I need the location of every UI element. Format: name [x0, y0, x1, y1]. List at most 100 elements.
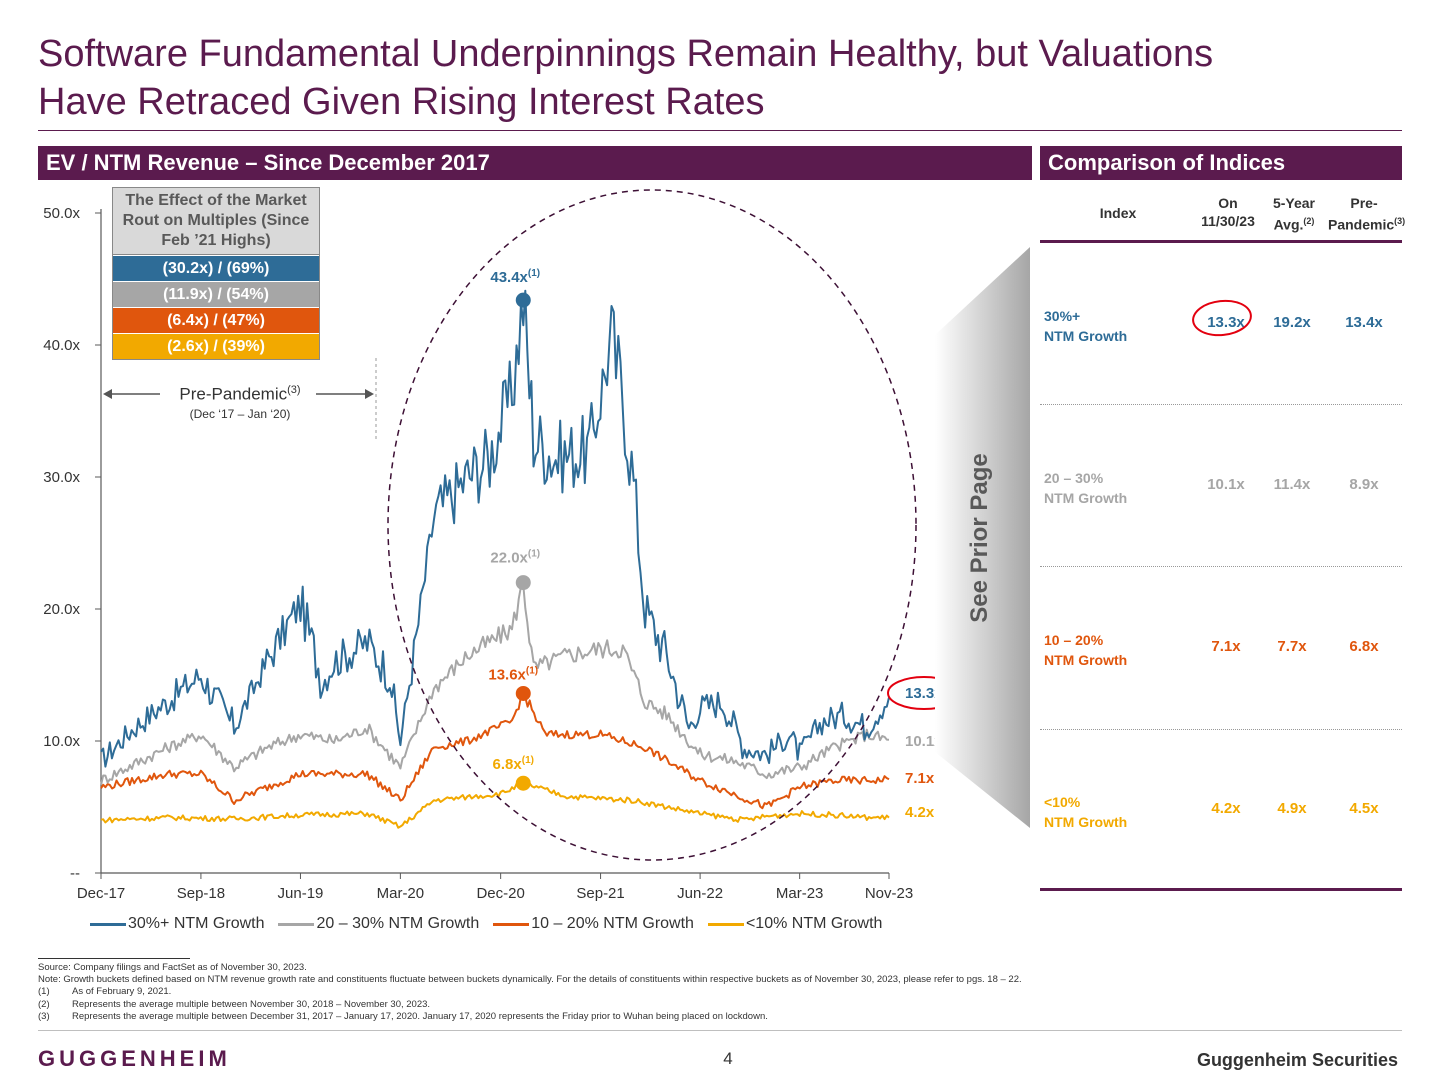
footnote-number: (3) — [38, 1010, 50, 1022]
page-title-line-2: Have Retraced Given Rising Interest Rate… — [38, 81, 765, 123]
comparison-row-bucket: 30%+ — [1044, 308, 1081, 324]
footnote-item: (1) As of February 9, 2021. — [38, 986, 1418, 998]
x-tick-label: Mar-23 — [776, 885, 824, 902]
comparison-header-pre-pandemic-text: Pre-Pandemic — [1328, 195, 1395, 233]
comparison-value: 8.9x — [1349, 476, 1379, 493]
peak-label-value: 13.6x — [488, 666, 526, 683]
peak-label: 6.8x(1) — [493, 755, 534, 773]
legend-swatch — [278, 922, 315, 926]
pre-pandemic-footnote-ref: (3) — [287, 384, 301, 396]
see-prior-page-label: See Prior Page — [966, 453, 993, 623]
peak-label-footnote: (1) — [522, 755, 534, 766]
footnotes: Source: Company filings and FactSet as o… — [38, 962, 1418, 1023]
x-tick-label: Mar-20 — [377, 885, 425, 902]
comparison-row-label: 20 – 30% NTM Growth — [1044, 468, 1127, 508]
legend-label: 30%+ NTM Growth — [128, 915, 265, 932]
peak-marker — [515, 292, 531, 308]
footnote-item: (3) Represents the average multiple betwe… — [38, 1011, 1418, 1023]
comparison-bottom-rule — [1040, 888, 1402, 891]
legend-label: 10 – 20% NTM Growth — [531, 915, 694, 932]
legend-label: 20 – 30% NTM Growth — [316, 915, 480, 932]
page-title: Software Fundamental Underpinnings Remai… — [38, 30, 1418, 126]
peak-label: 22.0x(1) — [490, 549, 540, 567]
comparison-header-5yr-avg-footnote: (2) — [1303, 216, 1315, 226]
comparison-row-bucket: 10 – 20% — [1044, 632, 1104, 648]
x-tick-label: Dec-17 — [77, 885, 125, 902]
comparison-header-5yr-avg: 5-Year Avg.(2) — [1262, 194, 1326, 234]
peak-label-footnote: (1) — [526, 665, 538, 676]
series-line — [100, 289, 890, 768]
comparison-row-metric: NTM Growth — [1044, 328, 1128, 344]
comparison-row-metric: NTM Growth — [1044, 814, 1128, 830]
effect-row-3: (2.6x) / (39%) — [113, 333, 319, 359]
end-value-label: 13.3x — [905, 685, 943, 702]
series-line — [100, 583, 890, 786]
effect-row-0: (30.2x) / (69%) — [113, 255, 319, 281]
highlight-ellipse — [387, 189, 917, 861]
legend-item: <10% NTM Growth — [707, 915, 883, 933]
page-title-line-1: Software Fundamental Underpinnings Remai… — [38, 33, 1214, 75]
legend-label: <10% NTM Growth — [745, 915, 883, 932]
peak-marker — [515, 575, 531, 591]
effect-row-1: (11.9x) / (54%) — [113, 281, 319, 307]
x-tick-label: Jun-22 — [677, 885, 723, 902]
footnote-text: Represents the average multiple between … — [72, 1010, 768, 1022]
footnote-rule — [38, 958, 190, 959]
comparison-row-metric: NTM Growth — [1044, 490, 1128, 506]
footnote-number: (1) — [38, 986, 50, 998]
legend-item: 30%+ NTM Growth — [90, 915, 264, 933]
footnote-text: As of February 9, 2021. — [72, 986, 172, 998]
chart-section-header: EV / NTM Revenue – Since December 2017 — [38, 146, 1032, 180]
comparison-value: 7.7x — [1277, 638, 1307, 655]
end-value-label: 7.1x — [905, 770, 935, 787]
footnote-item: (2) Represents the average multiple betwe… — [38, 999, 1418, 1011]
comparison-row-bucket: <10% — [1044, 794, 1081, 810]
peak-label-footnote: (1) — [528, 549, 540, 560]
x-tick-label: Dec-20 — [476, 885, 524, 902]
comparison-row-separator — [1040, 404, 1402, 405]
peak-marker — [515, 775, 531, 791]
pre-pandemic-label-text: Pre-Pandemic — [179, 384, 288, 404]
peak-marker — [515, 685, 531, 701]
comparison-row-separator — [1040, 729, 1402, 730]
pre-pandemic-arrowhead-left — [103, 389, 112, 399]
pre-pandemic-arrowhead-right — [365, 389, 374, 399]
peak-label-footnote: (1) — [528, 268, 540, 279]
footnote-note: Note: Growth buckets defined based on NT… — [38, 974, 1022, 986]
guggenheim-logo: GUGGENHEIM — [38, 1046, 231, 1071]
peak-label-value: 43.4x — [490, 269, 528, 286]
effect-box-heading: The Effect of the Market Rout on Multipl… — [113, 188, 319, 255]
comparison-value: 10.1x — [1207, 476, 1245, 493]
comparison-section-header: Comparison of Indices — [1040, 146, 1402, 180]
see-prior-page-band — [935, 247, 1030, 828]
firm-name: Guggenheim Securities — [1196, 1050, 1398, 1070]
y-tick-label: 20.0x — [43, 601, 80, 618]
comparison-row-metric: NTM Growth — [1044, 652, 1128, 668]
ev-ntm-revenue-chart: 50.0x 40.0x 30.0x 20.0x 10.0x -- Dec-17 Sep-18 J… — [43, 189, 1030, 902]
end-value-label: 4.2x — [905, 804, 935, 821]
x-tick-label: Jun-19 — [278, 885, 324, 902]
footnote-number: (2) — [38, 998, 50, 1010]
chart-legend: 30%+ NTM Growth 20 – 30% NTM Growth 10 – 2… — [90, 915, 882, 933]
comparison-value: 4.2x — [1211, 800, 1241, 817]
legend-swatch — [90, 922, 126, 926]
y-tick-label: 10.0x — [43, 733, 80, 750]
x-tick-label: Nov-23 — [865, 885, 913, 902]
y-tick-label: 30.0x — [43, 469, 80, 486]
peak-label-value: 22.0x — [490, 550, 528, 567]
comparison-header-5yr-avg-text: 5-Year Avg. — [1272, 195, 1316, 233]
x-tick-label: Sep-21 — [576, 885, 624, 902]
end-value-label: 10.1x — [905, 733, 943, 750]
page-number: 4 — [723, 1049, 733, 1068]
comparison-header-pre-pandemic: Pre-Pandemic(3) — [1328, 194, 1405, 234]
footnote-source: Source: Company filings and FactSet as o… — [38, 962, 307, 973]
series-line — [100, 781, 890, 829]
comparison-value: 11.4x — [1273, 476, 1311, 493]
legend-swatch — [493, 922, 530, 926]
comparison-header-current: On 11/30/23 — [1196, 194, 1260, 230]
y-tick-label: 50.0x — [43, 205, 80, 222]
current-value-highlight-circle — [1190, 296, 1254, 340]
legend-item: 10 – 20% NTM Growth — [493, 915, 694, 933]
comparison-row-bucket: 20 – 30% — [1044, 470, 1104, 486]
comparison-header-index: Index — [1088, 204, 1148, 222]
